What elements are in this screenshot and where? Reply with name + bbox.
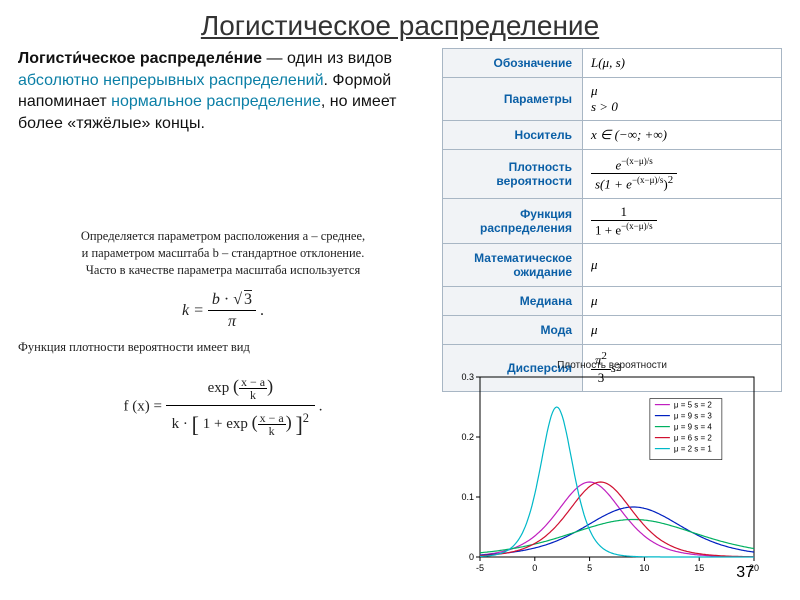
den-power: 2 xyxy=(303,411,309,425)
prop-val: e−(x−μ)/ss(1 + e−(x−μ)/s)2 xyxy=(583,150,781,198)
prop-key: Носитель xyxy=(443,121,583,149)
chart-svg: -50510152000.10.20.3μ = 5 s = 2μ = 9 s =… xyxy=(442,371,762,579)
prop-val: μs > 0 xyxy=(583,78,781,120)
arg-den-bot: k xyxy=(258,425,286,437)
mid-line1: Определяется параметром расположения a –… xyxy=(18,228,428,245)
prop-key: Функция распределения xyxy=(443,199,583,243)
svg-text:0.2: 0.2 xyxy=(461,432,474,442)
formula-f: f (x) = exp (x − ak) k · [ 1 + exp (x − … xyxy=(18,370,428,444)
prop-val: x ∈ (−∞; +∞) xyxy=(583,121,781,149)
mid-line2: и параметром масштаба b – стандартное от… xyxy=(18,245,428,262)
prop-val: μ xyxy=(583,244,781,286)
arg-den-top: k xyxy=(239,389,267,401)
page-title: Логистическое распределение xyxy=(0,0,800,48)
prop-key: Медиана xyxy=(443,287,583,315)
den-1plusexp: 1 + exp xyxy=(203,416,248,432)
properties-table: ОбозначениеL(μ, s)Параметрыμs > 0Носител… xyxy=(442,48,782,392)
svg-text:15: 15 xyxy=(694,563,704,573)
formula-k-den: π xyxy=(208,311,256,333)
prop-val: L(μ, s) xyxy=(583,49,781,77)
body: Логисти́ческое распределе́ние — один из … xyxy=(18,48,782,590)
formula-f-lhs: f (x) = xyxy=(123,398,165,414)
intro-text: Логисти́ческое распределе́ние — один из … xyxy=(18,48,398,134)
svg-text:0.1: 0.1 xyxy=(461,492,474,502)
svg-text:0: 0 xyxy=(469,552,474,562)
arg-num-bot: x − a xyxy=(258,412,286,425)
page-number: 37 xyxy=(736,564,754,582)
svg-text:μ = 2 s = 1: μ = 2 s = 1 xyxy=(674,445,713,454)
prop-key: Обозначение xyxy=(443,49,583,77)
formula-k-suffix: . xyxy=(260,301,264,318)
formula-k: k = b · √3 π . xyxy=(18,289,428,333)
exp-top: exp xyxy=(208,380,230,396)
svg-text:5: 5 xyxy=(587,563,592,573)
svg-text:μ = 6 s = 2: μ = 6 s = 2 xyxy=(674,434,713,443)
prop-key: Плотность вероятности xyxy=(443,150,583,198)
prop-key: Математическое ожидание xyxy=(443,244,583,286)
svg-text:0: 0 xyxy=(532,563,537,573)
chart-title: Плотность вероятности xyxy=(442,360,782,371)
pdf-chart: Плотность вероятности -50510152000.10.20… xyxy=(442,360,782,585)
mid-line4: Функция плотности вероятности имеет вид xyxy=(18,339,428,356)
term: Логисти́ческое распределе́ние xyxy=(18,50,262,67)
formula-f-tail: . xyxy=(319,398,323,414)
intro-dash: — один из видов xyxy=(262,50,392,67)
svg-text:10: 10 xyxy=(639,563,649,573)
link-normal-dist[interactable]: нормальное распределение xyxy=(111,93,321,110)
svg-text:μ = 9 s = 4: μ = 9 s = 4 xyxy=(674,423,713,432)
svg-text:0.3: 0.3 xyxy=(461,372,474,382)
svg-text:μ = 5 s = 2: μ = 5 s = 2 xyxy=(674,401,713,410)
mid-line3: Часто в качестве параметра масштаба испо… xyxy=(18,262,428,279)
prop-val: μ xyxy=(583,316,781,344)
den-lhs: k · xyxy=(172,416,192,432)
formula-k-lhs: k = xyxy=(182,301,208,318)
mid-description: Определяется параметром расположения a –… xyxy=(18,228,428,457)
arg-num-top: x − a xyxy=(239,376,267,389)
svg-text:μ = 9 s = 3: μ = 9 s = 3 xyxy=(674,412,713,421)
svg-text:-5: -5 xyxy=(476,563,484,573)
prop-key: Параметры xyxy=(443,78,583,120)
prop-val: μ xyxy=(583,287,781,315)
prop-key: Мода xyxy=(443,316,583,344)
prop-val: 11 + e−(x−μ)/s xyxy=(583,199,781,243)
link-absolute-continuous[interactable]: абсолютно непрерывных распределений xyxy=(18,72,324,89)
